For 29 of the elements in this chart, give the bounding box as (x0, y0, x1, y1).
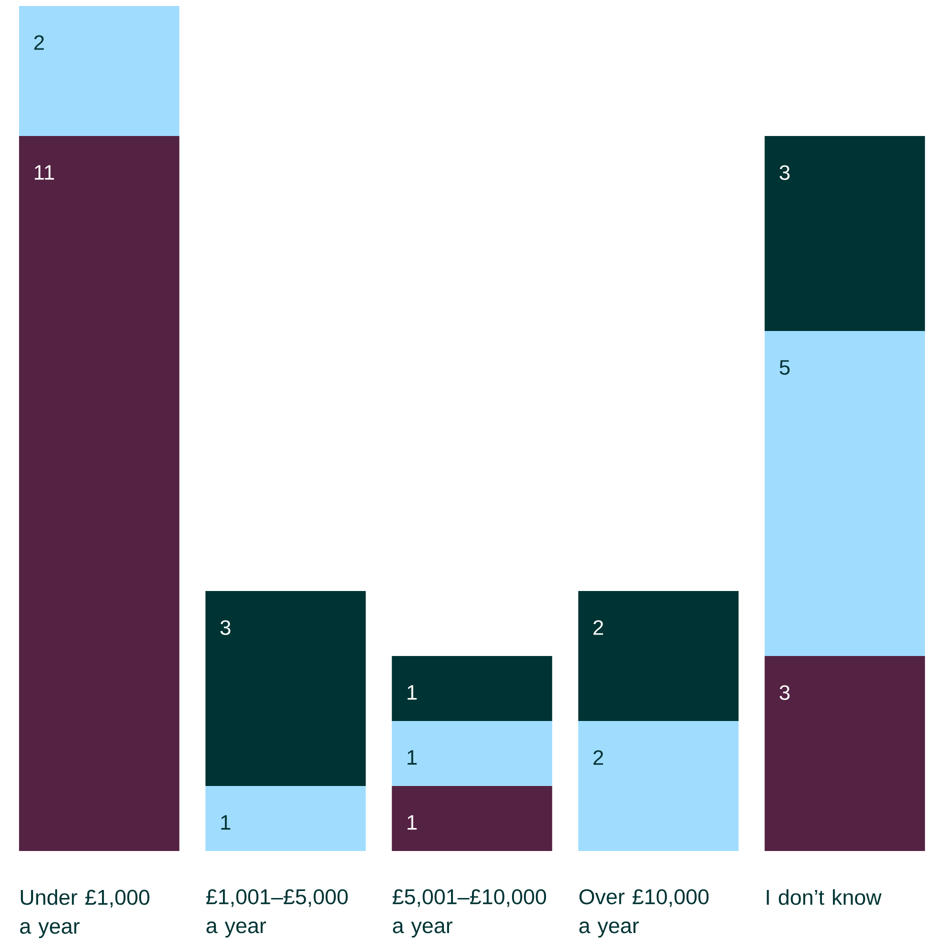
bar (578, 721, 739, 851)
x-tick-label: £5,001–£10,000 a year (392, 889, 546, 938)
bar (19, 6, 180, 136)
bar (392, 786, 552, 851)
data-label: 2 (594, 750, 604, 765)
bar (392, 656, 552, 721)
x-tick-label: £1,001–£5,000 a year (206, 889, 348, 938)
data-label: 3 (780, 685, 790, 700)
bar (764, 330, 925, 656)
bar (205, 786, 366, 851)
bar (764, 136, 925, 331)
bar (578, 590, 739, 721)
x-tick-label: Under £1,000 a year (20, 889, 150, 938)
bar (392, 721, 552, 786)
x-tick-label: I don’t know (766, 889, 882, 905)
data-label: 2 (594, 620, 604, 635)
data-label: 1 (408, 685, 417, 700)
bar (205, 590, 366, 786)
data-label: 3 (780, 165, 790, 180)
data-label: 1 (221, 815, 230, 830)
data-label: 1 (408, 750, 417, 765)
x-tick-label: Over £10,000 a year (579, 889, 709, 938)
data-label: 3 (220, 620, 230, 636)
data-label: 5 (780, 360, 790, 375)
data-label: 11 (34, 165, 54, 180)
data-label: 2 (34, 35, 44, 50)
data-label: 1 (408, 815, 417, 830)
bar (764, 656, 925, 851)
bar (19, 136, 180, 851)
